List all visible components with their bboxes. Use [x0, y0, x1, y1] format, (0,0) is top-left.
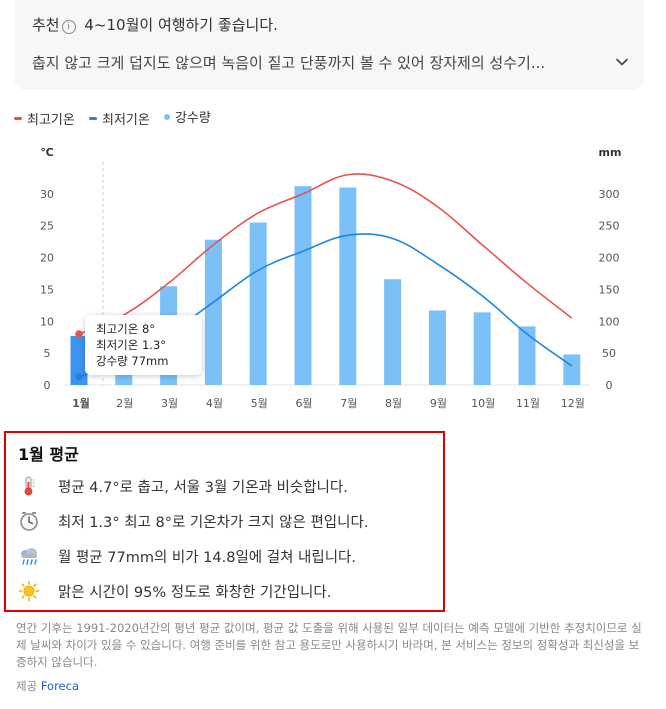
provider-link[interactable]: Foreca — [41, 679, 79, 693]
legend-item-low: 최저기온 — [89, 109, 150, 128]
precip-bar — [474, 312, 491, 385]
low-temp-point — [75, 373, 83, 381]
legend-item-high: 최고기온 — [14, 109, 75, 128]
precip-bar — [205, 240, 222, 385]
x-tick-label: 7월 — [340, 397, 357, 410]
info-icon[interactable]: i — [62, 20, 76, 34]
legend-label-high: 최고기온 — [27, 109, 75, 128]
y-left-tick: 10 — [40, 315, 54, 328]
recommendation-box: 추천 i 4~10월이 여행하기 좋습니다. 춥지 않고 크게 덥지도 않으며 녹… — [14, 0, 644, 90]
provider-credit: 제공 Foreca — [16, 678, 79, 694]
average-row-rain: 월 평균 77mm의 비가 14.8일에 걸쳐 내립니다. — [18, 544, 356, 568]
legend-swatch-low — [89, 117, 97, 120]
recommendation-detail: 춥지 않고 크게 덥지도 않으며 녹음이 짙고 단풍까지 볼 수 있어 장자제의… — [32, 52, 602, 73]
thermometer-icon — [18, 475, 40, 497]
y-left-tick: 15 — [40, 283, 54, 296]
x-tick-label: 9월 — [430, 397, 447, 410]
legend-swatch-high — [14, 117, 22, 120]
x-tick-label: 5월 — [251, 397, 268, 410]
chart-tooltip: 최고기온 8° 최저기온 1.3° 강수량 77mm — [85, 315, 202, 375]
precip-bar — [563, 354, 580, 385]
precip-bar — [250, 223, 267, 385]
average-text-range: 최저 1.3° 최고 8°로 기온차가 크지 않은 편입니다. — [58, 511, 368, 532]
average-row-range: 최저 1.3° 최고 8°로 기온차가 크지 않은 편입니다. — [18, 509, 368, 533]
provider-label: 제공 — [16, 679, 37, 693]
average-title: 1월 평균 — [18, 441, 79, 465]
y-right-tick: 100 — [599, 315, 620, 328]
climate-footnote: 연간 기후는 1991-2020년간의 평년 평균 값이며, 평균 값 도출을 … — [16, 620, 648, 671]
x-tick-label: 3월 — [161, 397, 178, 410]
x-tick-label: 1월 — [72, 396, 90, 410]
x-tick-label: 6월 — [295, 397, 312, 410]
clock-icon — [18, 510, 40, 532]
x-tick-label: 4월 — [206, 397, 223, 410]
average-row-temperature: 평균 4.7°로 춥고, 서울 3월 기온과 비슷합니다. — [18, 474, 348, 498]
y-left-tick: 30 — [40, 188, 54, 201]
precip-bar — [295, 186, 312, 385]
precip-bar — [339, 187, 356, 385]
precip-bar — [519, 326, 536, 385]
chevron-down-icon[interactable] — [614, 54, 630, 70]
x-tick-label: 11월 — [516, 397, 540, 410]
x-tick-label: 10월 — [471, 397, 495, 410]
y-right-tick: 50 — [602, 347, 616, 360]
legend-label-low: 최저기온 — [102, 109, 150, 128]
rain-cloud-icon — [18, 545, 40, 567]
precip-bar — [384, 279, 401, 385]
y-right-unit-label: mm — [599, 146, 622, 159]
sun-icon — [18, 580, 40, 602]
recommendation-label: 추천 — [32, 16, 60, 34]
x-tick-label: 8월 — [385, 397, 402, 410]
y-left-unit-label: ℃ — [40, 146, 53, 159]
tooltip-precip: 강수량 77mm — [96, 353, 194, 369]
average-text-rain: 월 평균 77mm의 비가 14.8일에 걸쳐 내립니다. — [58, 546, 356, 567]
tooltip-low: 최저기온 1.3° — [96, 337, 194, 353]
y-right-tick: 300 — [599, 188, 620, 201]
y-left-tick: 25 — [40, 220, 54, 233]
tooltip-high: 최고기온 8° — [96, 321, 194, 337]
x-tick-label: 2월 — [116, 397, 133, 410]
chart-legend: 최고기온 최저기온 강수량 — [14, 107, 221, 128]
recommendation-headline: 4~10월이 여행하기 좋습니다. — [84, 16, 278, 34]
average-text-temperature: 평균 4.7°로 춥고, 서울 3월 기온과 비슷합니다. — [58, 476, 348, 497]
monthly-average-box: 1월 평균 평균 4.7°로 춥고, 서울 3월 기온과 비슷합니다. 최저 1… — [4, 431, 445, 612]
y-left-tick: 20 — [40, 252, 54, 265]
legend-item-precip: 강수량 — [164, 107, 211, 126]
legend-label-precip: 강수량 — [175, 107, 211, 126]
precip-bar — [429, 310, 446, 385]
recommendation-headline-row: 추천 i 4~10월이 여행하기 좋습니다. — [32, 14, 278, 35]
y-right-tick: 250 — [599, 220, 620, 233]
y-left-tick: 0 — [44, 379, 51, 392]
y-right-tick: 0 — [606, 379, 613, 392]
average-text-sun: 맑은 시간이 95% 정도로 화창한 기간입니다. — [58, 581, 331, 602]
x-tick-label: 12월 — [561, 397, 585, 410]
y-right-tick: 200 — [599, 252, 620, 265]
y-right-tick: 150 — [599, 283, 620, 296]
y-left-tick: 5 — [44, 347, 51, 360]
high-temp-point — [75, 330, 83, 338]
legend-swatch-precip — [164, 114, 170, 120]
average-row-sun: 맑은 시간이 95% 정도로 화창한 기간입니다. — [18, 579, 331, 603]
